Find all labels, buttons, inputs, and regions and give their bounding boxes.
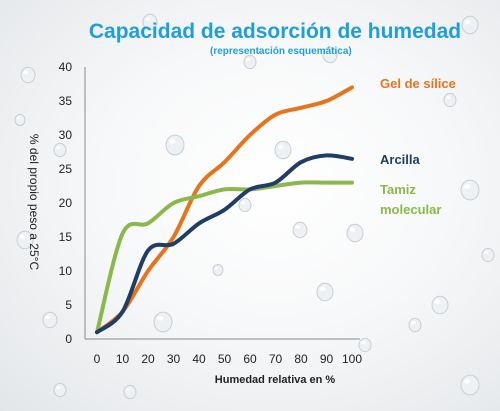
y-tick-label: 20 xyxy=(59,196,73,210)
water-drop xyxy=(461,15,479,35)
water-drop xyxy=(153,311,173,333)
x-tick-label: 80 xyxy=(294,352,308,366)
y-tick-label: 0 xyxy=(65,332,72,346)
water-drop xyxy=(460,179,480,201)
y-tick-label: 10 xyxy=(59,264,73,278)
chart-subtitle: (representación esquemática) xyxy=(210,46,352,57)
water-drop xyxy=(20,66,36,84)
water-drop xyxy=(316,282,334,302)
water-drop xyxy=(481,247,495,263)
y-tick-label: 35 xyxy=(59,94,73,108)
water-drop xyxy=(53,142,67,158)
water-drop xyxy=(123,384,137,400)
x-tick-label: 90 xyxy=(320,352,334,366)
series-line-gel-de-silice xyxy=(95,85,354,335)
x-tick-label: 0 xyxy=(94,352,101,366)
series-label-arcilla: Arcilla xyxy=(380,152,420,167)
x-tick-label: 20 xyxy=(141,352,155,366)
x-tick-label: 40 xyxy=(192,352,206,366)
series-label-gel-de-silice: Gel de sílice xyxy=(380,76,456,91)
y-tick-label: 25 xyxy=(59,162,73,176)
water-drop xyxy=(431,295,449,315)
water-drop xyxy=(53,382,67,398)
x-tick-label: 70 xyxy=(269,352,283,366)
water-drop xyxy=(165,134,185,156)
water-drop xyxy=(460,374,480,396)
water-drop xyxy=(212,264,224,276)
water-drop xyxy=(243,54,257,70)
water-drop xyxy=(346,223,364,243)
y-tick-label: 40 xyxy=(59,60,73,74)
water-drop xyxy=(142,13,158,31)
water-drop xyxy=(322,46,338,64)
x-tick-label: 100 xyxy=(342,352,362,366)
water-drop xyxy=(238,197,252,213)
series-label-tamiz-molecular: Tamiz molecular xyxy=(380,182,442,217)
y-tick-label: 30 xyxy=(59,128,73,142)
x-tick-label: 50 xyxy=(218,352,232,366)
water-drop xyxy=(443,92,457,108)
water-drop xyxy=(358,337,372,353)
water-drop xyxy=(292,221,308,239)
chart-title: Capacidad de adsorción de humedad xyxy=(88,20,462,43)
x-tick-label: 10 xyxy=(116,352,130,366)
water-drop xyxy=(14,114,26,126)
water-drop xyxy=(42,311,58,329)
water-drop xyxy=(274,140,292,160)
x-axis-label: Humedad relativa en % xyxy=(214,374,336,386)
x-tick-label: 60 xyxy=(243,352,257,366)
x-tick-label: 30 xyxy=(167,352,181,366)
y-tick-label: 15 xyxy=(59,230,73,244)
water-drop xyxy=(16,230,34,250)
series-line-arcilla xyxy=(95,153,354,335)
water-drop xyxy=(408,317,422,333)
series-line-tamiz-molecular xyxy=(95,180,354,335)
y-tick-label: 5 xyxy=(65,298,72,312)
